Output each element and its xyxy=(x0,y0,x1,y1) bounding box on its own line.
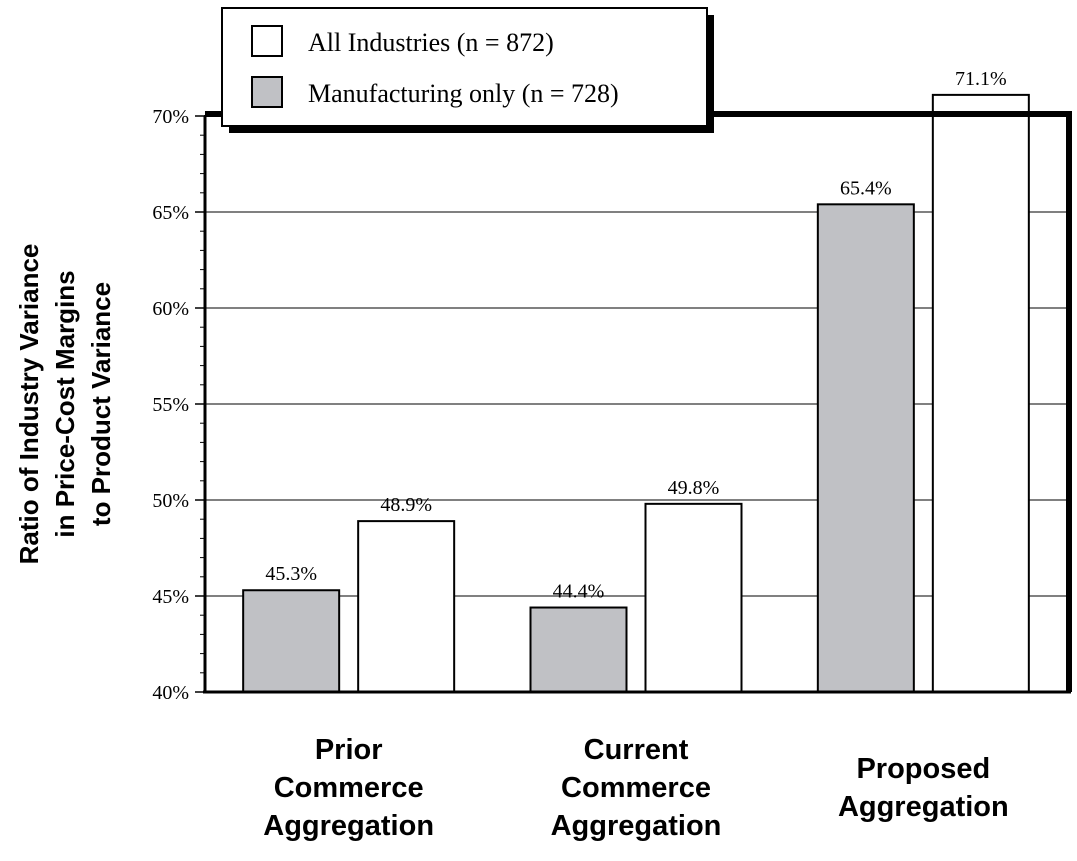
category-label-line: Proposed xyxy=(856,753,990,785)
y-axis-label-line: in Price-Cost Margins xyxy=(50,270,80,537)
legend-entry: Manufacturing only (n = 728) xyxy=(308,79,619,108)
y-tick-label: 45% xyxy=(152,586,189,608)
x-category-labels: Prior Commerce Aggregation Current Commerce A… xyxy=(263,734,1008,842)
category-label-line: Commerce xyxy=(561,772,711,804)
category-label-line: Aggregation xyxy=(551,810,722,842)
legend-swatch xyxy=(251,76,283,108)
y-axis-label: Ratio of Industry Variance in Price-Cost … xyxy=(14,244,116,565)
y-tick-label: 55% xyxy=(152,394,189,416)
y-axis-label-line: Ratio of Industry Variance xyxy=(14,244,44,565)
bar-data-label: 49.8% xyxy=(668,477,720,499)
category-label-line: Current xyxy=(584,734,689,766)
bar xyxy=(529,606,628,694)
category-label-line: Commerce xyxy=(274,772,424,804)
legend: All Industries (n = 872) Manufacturing on… xyxy=(221,7,714,133)
bar xyxy=(816,203,915,693)
bars xyxy=(242,93,1030,694)
legend-swatch xyxy=(251,25,283,57)
legend-entry: All Industries (n = 872) xyxy=(308,28,554,57)
bar-data-label: 48.9% xyxy=(380,494,432,516)
bar-data-label: 44.4% xyxy=(553,581,605,603)
bar xyxy=(242,589,341,693)
y-axis-ticks: 40% 45% 50% 55% 60% 65% 70% xyxy=(152,106,205,704)
y-axis-label-line: to Product Variance xyxy=(86,282,116,526)
y-tick-label: 60% xyxy=(152,298,189,320)
bar-data-label: 71.1% xyxy=(955,68,1007,90)
category-label-line: Aggregation xyxy=(263,810,434,842)
bar-data-label: 45.3% xyxy=(265,563,317,585)
data-labels: 45.3% 48.9% 44.4% 49.8% 65.4% 71.1% xyxy=(265,68,1006,603)
y-tick-label: 40% xyxy=(152,682,189,704)
legend-box xyxy=(221,7,708,127)
bar xyxy=(357,520,456,693)
bar-data-label: 65.4% xyxy=(840,177,892,199)
y-tick-label: 50% xyxy=(152,490,189,512)
y-tick-label: 65% xyxy=(152,202,189,224)
category-label-line: Prior xyxy=(315,734,383,766)
y-tick-label: 70% xyxy=(152,106,189,128)
category-label-line: Aggregation xyxy=(838,791,1009,823)
bar xyxy=(644,502,743,693)
bar xyxy=(931,93,1030,693)
